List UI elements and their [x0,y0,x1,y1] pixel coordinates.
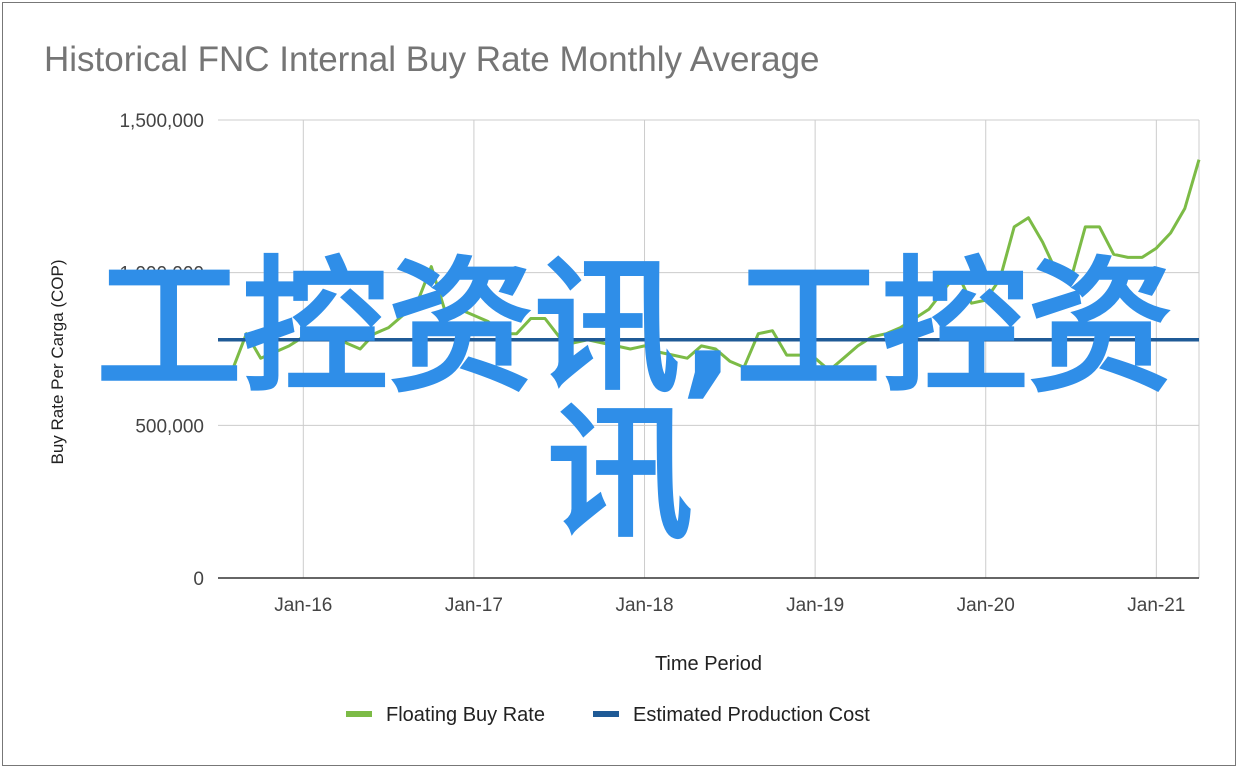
y-tick-label: 500,000 [135,416,204,437]
legend-label-2: Estimated Production Cost [633,704,870,726]
x-tick-label: Jan-17 [445,595,503,616]
y-axis-title: Buy Rate Per Carga (COP) [48,259,67,464]
legend-label-1: Floating Buy Rate [386,704,545,726]
y-tick-label: 0 [193,569,204,590]
x-tick-label: Jan-16 [274,595,332,616]
x-tick-label: Jan-19 [786,595,844,616]
x-tick-label: Jan-20 [957,595,1015,616]
series-line-1 [217,159,1201,375]
x-tick-label: Jan-21 [1127,595,1185,616]
x-axis-title: Time Period [655,653,762,675]
legend-swatch-1 [346,711,372,717]
x-tick-label: Jan-18 [615,595,673,616]
y-tick-label: 1,000,000 [119,264,204,285]
watermark-line-1: 工控资讯,工控资 [96,243,1174,413]
watermark-line-2: 讯 [547,390,693,560]
legend-swatch-2 [593,711,619,717]
y-tick-label: 1,500,000 [119,111,204,132]
chart-title: Historical FNC Internal Buy Rate Monthly… [44,40,820,79]
